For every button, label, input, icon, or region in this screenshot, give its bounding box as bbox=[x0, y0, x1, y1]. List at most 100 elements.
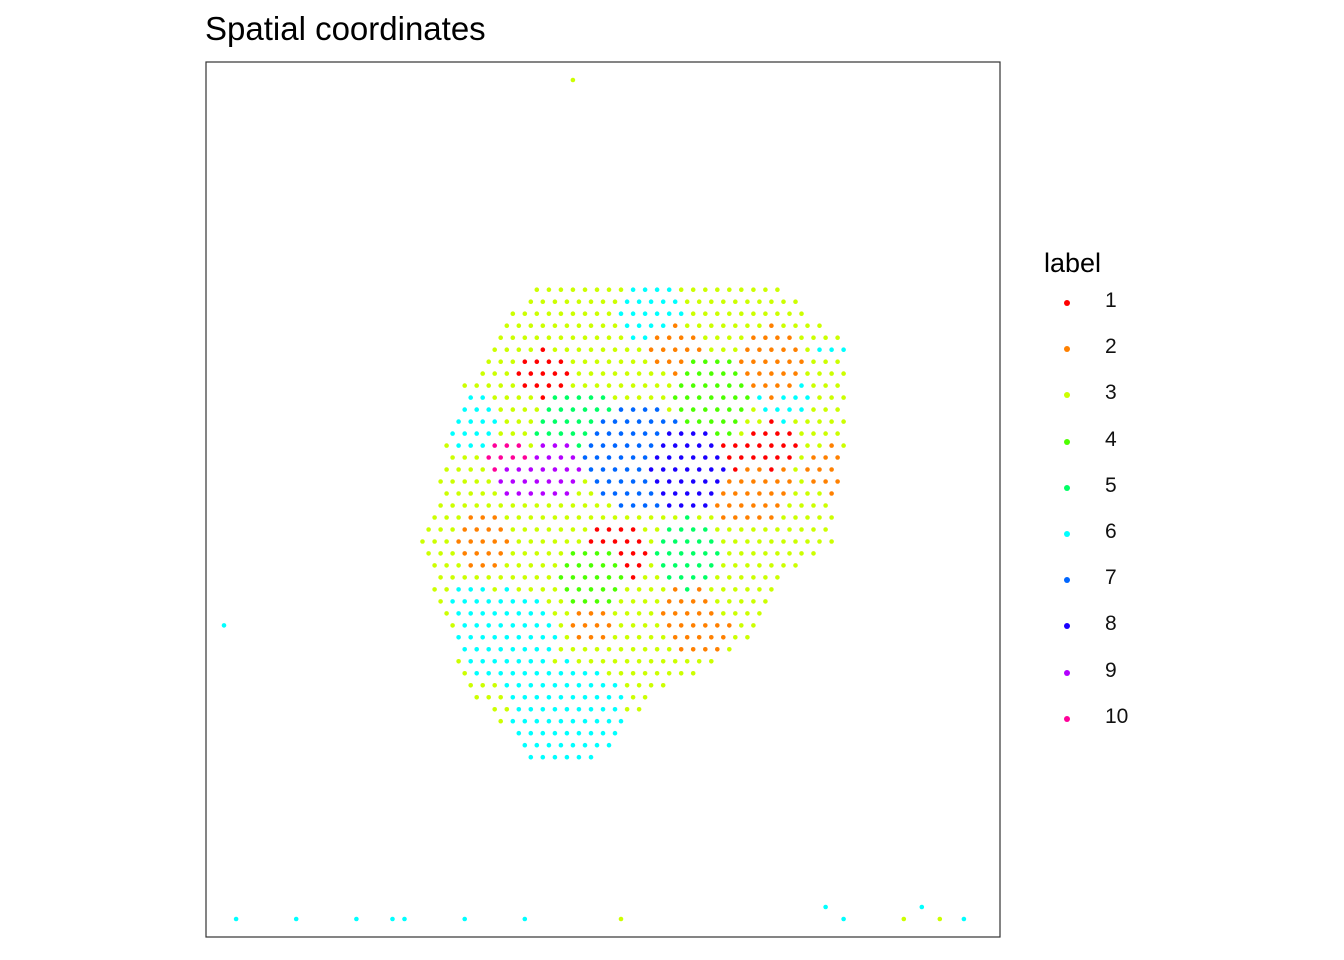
point-label-3 bbox=[775, 575, 780, 580]
point-label-6 bbox=[534, 718, 540, 724]
point-label-8 bbox=[703, 479, 708, 484]
point-label-2 bbox=[781, 371, 786, 376]
point-label-3 bbox=[636, 635, 642, 640]
point-label-2 bbox=[763, 383, 768, 388]
point-label-2 bbox=[492, 563, 498, 568]
point-label-6 bbox=[462, 623, 468, 628]
point-label-6 bbox=[564, 730, 570, 736]
point-label-3 bbox=[739, 311, 744, 317]
point-label-9 bbox=[522, 479, 528, 484]
point-label-3 bbox=[630, 623, 636, 628]
point-label-3 bbox=[498, 503, 504, 508]
point-label-2 bbox=[769, 395, 774, 400]
point-label-3 bbox=[570, 287, 576, 293]
point-label-4 bbox=[727, 359, 732, 365]
point-label-1 bbox=[763, 455, 768, 460]
legend-items: 1 2 3 4 5 6 7 8 9 10 bbox=[1044, 289, 1128, 751]
legend-key-dot bbox=[1064, 392, 1070, 399]
point-label-3 bbox=[624, 347, 630, 353]
point-label-3 bbox=[799, 311, 804, 317]
scatter-points bbox=[221, 77, 967, 922]
point-label-3 bbox=[799, 503, 804, 508]
point-label-3 bbox=[450, 455, 455, 460]
point-label-3 bbox=[787, 551, 792, 556]
point-label-3 bbox=[721, 347, 726, 353]
point-label-3 bbox=[612, 611, 618, 616]
point-label-3 bbox=[618, 647, 624, 652]
point-label-3 bbox=[558, 527, 564, 532]
point-label-5 bbox=[690, 551, 696, 556]
point-label-7 bbox=[648, 491, 654, 496]
point-label-6 bbox=[582, 695, 588, 700]
point-label-3 bbox=[733, 299, 738, 305]
point-label-2 bbox=[672, 611, 678, 616]
point-label-4 bbox=[703, 359, 708, 365]
point-label-3 bbox=[829, 539, 834, 544]
point-label-7 bbox=[630, 503, 636, 508]
point-label-3 bbox=[630, 695, 636, 700]
chart-title: Spatial coordinates bbox=[205, 10, 486, 47]
point-label-3 bbox=[817, 371, 822, 376]
point-label-3 bbox=[805, 443, 810, 448]
point-label-7 bbox=[642, 479, 648, 484]
point-label-2 bbox=[480, 563, 486, 568]
point-label-2 bbox=[660, 611, 666, 616]
point-label-4 bbox=[696, 395, 702, 400]
point-label-3 bbox=[588, 371, 594, 376]
legend-label: 3 bbox=[1105, 381, 1117, 405]
point-label-2 bbox=[721, 635, 726, 640]
point-label-4 bbox=[606, 575, 612, 580]
point-label-6 bbox=[516, 683, 522, 688]
point-label-5 bbox=[654, 551, 660, 556]
point-label-2 bbox=[757, 467, 762, 472]
point-label-3 bbox=[528, 347, 534, 353]
point-label-10 bbox=[492, 443, 498, 448]
point-label-2 bbox=[703, 623, 708, 628]
point-label-4 bbox=[703, 407, 708, 412]
point-label-4 bbox=[727, 383, 732, 388]
point-label-3 bbox=[642, 575, 648, 580]
point-label-6 bbox=[630, 335, 636, 341]
point-label-3 bbox=[510, 407, 516, 412]
point-label-8 bbox=[684, 467, 690, 472]
point-label-6 bbox=[498, 671, 504, 676]
point-label-6 bbox=[456, 635, 461, 640]
point-label-3 bbox=[636, 395, 642, 400]
point-label-3 bbox=[630, 383, 636, 388]
point-label-8 bbox=[660, 467, 666, 472]
point-label-9 bbox=[564, 491, 570, 496]
point-label-6 bbox=[552, 635, 558, 640]
point-label-3 bbox=[534, 551, 540, 556]
point-label-3 bbox=[678, 287, 684, 293]
point-label-3 bbox=[757, 539, 762, 544]
point-label-7 bbox=[612, 443, 618, 448]
point-label-4 bbox=[570, 599, 576, 604]
point-label-4 bbox=[715, 383, 720, 388]
point-label-3 bbox=[510, 551, 516, 556]
point-label-4 bbox=[733, 419, 738, 424]
point-label-5 bbox=[690, 527, 696, 532]
point-label-3 bbox=[751, 287, 756, 293]
point-label-9 bbox=[564, 467, 570, 472]
point-label-1 bbox=[642, 551, 648, 556]
point-label-3 bbox=[558, 599, 564, 604]
point-label-3 bbox=[781, 323, 786, 329]
point-label-5 bbox=[715, 551, 720, 556]
point-label-5 bbox=[600, 395, 606, 400]
point-label-9 bbox=[516, 467, 522, 472]
point-label-6 bbox=[486, 407, 492, 412]
point-label-6 bbox=[540, 754, 546, 760]
point-label-3 bbox=[648, 539, 654, 544]
point-label-3 bbox=[901, 916, 907, 922]
point-label-6 bbox=[486, 623, 492, 628]
point-label-3 bbox=[654, 383, 660, 388]
point-label-5 bbox=[678, 551, 684, 556]
point-label-3 bbox=[582, 311, 588, 317]
point-label-6 bbox=[450, 599, 455, 604]
point-label-3 bbox=[715, 599, 720, 604]
point-label-3 bbox=[618, 671, 624, 676]
point-label-3 bbox=[558, 551, 564, 556]
point-label-7 bbox=[606, 431, 612, 436]
point-label-6 bbox=[612, 683, 618, 688]
point-label-3 bbox=[642, 383, 648, 388]
